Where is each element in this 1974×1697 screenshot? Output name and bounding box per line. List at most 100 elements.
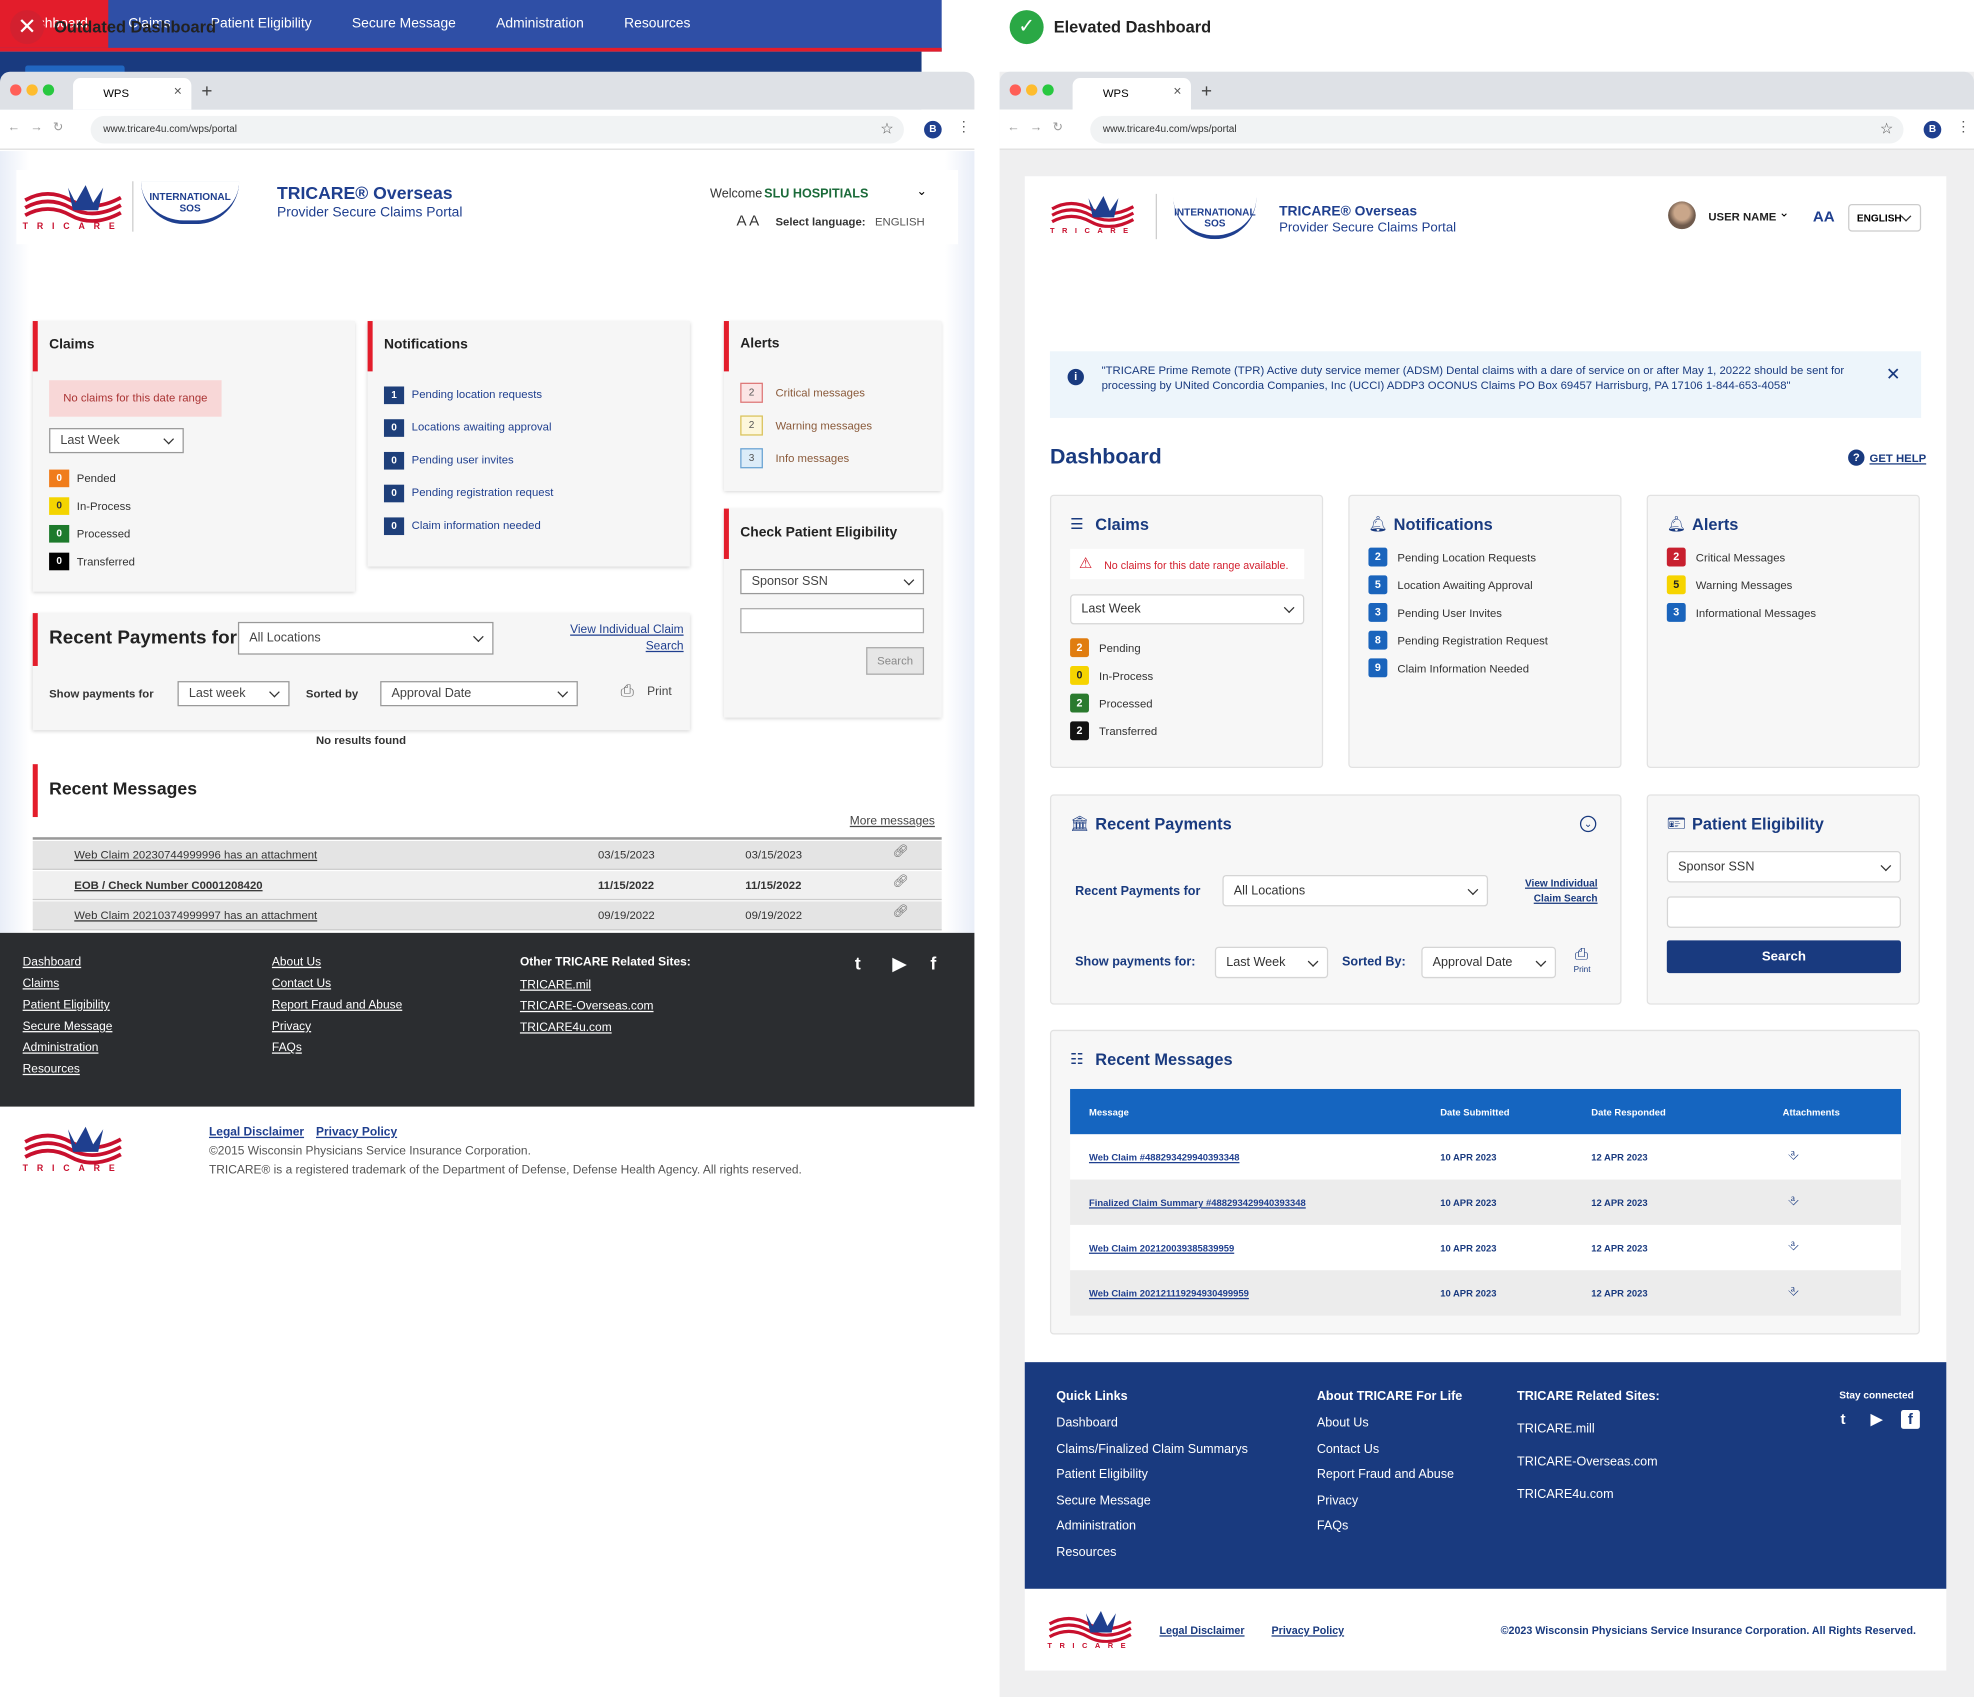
social-icon[interactable]: f	[930, 953, 937, 974]
dropdown[interactable]: Last Week	[49, 428, 184, 454]
alert-label[interactable]: Warning messages	[775, 419, 873, 432]
dropdown[interactable]: Sponsor SSN	[1666, 851, 1901, 883]
notification-label[interactable]: Pending Location Requests	[1397, 551, 1537, 565]
footer-link[interactable]: Claims	[22, 976, 60, 991]
legal-link[interactable]: Legal Disclaimer	[208, 1125, 305, 1140]
ssn-input[interactable]	[740, 608, 925, 634]
language-select[interactable]: ENGLISH	[1848, 203, 1922, 232]
card-icon: 🏛︎	[1070, 814, 1090, 833]
search-button[interactable]: Search	[866, 647, 925, 675]
alert-label[interactable]: Warning Messages	[1695, 579, 1793, 592]
language[interactable]: ENGLISH	[874, 215, 925, 228]
search-button[interactable]: Search	[1666, 940, 1901, 974]
footer-link[interactable]: Contact Us	[271, 976, 332, 991]
footer-link[interactable]: Report Fraud and Abuse	[271, 998, 403, 1013]
notification-label[interactable]: Pending user invites	[411, 453, 514, 466]
dropdown[interactable]: Last Week	[1070, 594, 1305, 625]
more-messages[interactable]: More messages	[849, 814, 935, 829]
message-link[interactable]: Web Claim 20230744999996 has an attachme…	[74, 848, 318, 862]
footer-link[interactable]: TRICARE.mill	[1517, 1422, 1595, 1437]
social-icon[interactable]: ▶	[1870, 1410, 1883, 1428]
nav-item[interactable]: Patient Eligibility	[210, 16, 312, 32]
footer-link[interactable]: Dashboard	[1056, 1416, 1118, 1431]
card-title: Claims	[1095, 514, 1149, 534]
alert-label[interactable]: Critical messages	[775, 386, 865, 400]
footer-link[interactable]: Dashboard	[22, 955, 82, 970]
notification-label[interactable]: Pending registration request	[411, 485, 554, 499]
user-name[interactable]: USER NAME	[1708, 210, 1777, 223]
print[interactable]: Print	[1573, 965, 1591, 975]
footer-link[interactable]: Report Fraud and Abuse	[1316, 1467, 1455, 1482]
footer-link[interactable]: Contact Us	[1316, 1442, 1380, 1456]
nav-item[interactable]: Resources	[624, 16, 691, 32]
banner-close[interactable]: ✕	[1885, 363, 1901, 384]
footer-link[interactable]: Resources	[1056, 1545, 1117, 1560]
footer-link[interactable]: Privacy	[271, 1019, 312, 1034]
notification-label[interactable]: Pending User Invites	[1397, 606, 1502, 620]
social-icon[interactable]: f	[1900, 1410, 1920, 1429]
message-link[interactable]: Finalized Claim Summary #488293429940393…	[1088, 1197, 1306, 1209]
notification-label[interactable]: Pending Registration Request	[1397, 634, 1548, 648]
message-link[interactable]: Web Claim 20210374999997 has an attachme…	[74, 908, 318, 922]
dropdown[interactable]: Approval Date	[1421, 946, 1557, 979]
footer-link[interactable]: TRICARE4u.com	[1517, 1488, 1614, 1502]
nav-item[interactable]: Administration	[496, 16, 584, 32]
dropdown[interactable]: All Locations	[237, 621, 494, 655]
footer-link[interactable]: Secure Message	[1056, 1493, 1151, 1508]
footer-link[interactable]: Administration	[22, 1041, 99, 1055]
footer-link[interactable]: About Us	[271, 955, 322, 970]
footer-link[interactable]: Resources	[22, 1062, 80, 1077]
footer-link[interactable]: About Us	[1316, 1416, 1369, 1431]
social-icon[interactable]: t	[854, 953, 861, 974]
browser-tab[interactable]: WPS ×	[1072, 78, 1191, 110]
footer-link[interactable]: TRICARE-Overseas.com	[519, 998, 654, 1013]
notification-label[interactable]: Pending location requests	[411, 387, 543, 401]
ssn-input[interactable]	[1666, 896, 1901, 928]
footer-link[interactable]: Secure Message	[22, 1019, 113, 1034]
get-help[interactable]: GET HELP	[1869, 451, 1927, 465]
legal-link[interactable]: Privacy Policy	[315, 1125, 398, 1140]
collapse-icon[interactable]: ⌄	[1579, 815, 1597, 833]
footer-link[interactable]: FAQs	[1316, 1519, 1349, 1534]
dropdown[interactable]: All Locations	[1222, 874, 1489, 907]
notification-label[interactable]: Locations awaiting approval	[411, 420, 552, 434]
legal-link[interactable]: Privacy Policy	[1271, 1624, 1345, 1637]
dropdown[interactable]: Sponsor SSN	[740, 569, 925, 595]
alert-label[interactable]: Info messages	[775, 451, 850, 465]
print[interactable]: Print	[647, 684, 672, 699]
alert-label[interactable]: Informational Messages	[1695, 606, 1817, 620]
claim-search-link[interactable]: View Individual Claim Search	[1524, 877, 1598, 904]
footer-link[interactable]: FAQs	[271, 1041, 302, 1055]
footer-link[interactable]: TRICARE4u.com	[519, 1020, 612, 1035]
notification-label[interactable]: Location Awaiting Approval	[1397, 579, 1533, 592]
footer-link[interactable]: TRICARE-Overseas.com	[1517, 1455, 1658, 1470]
legal-link[interactable]: Legal Disclaimer	[1159, 1624, 1245, 1637]
notification-label[interactable]: Claim Information Needed	[1397, 662, 1530, 675]
social-icon[interactable]: t	[1840, 1410, 1846, 1428]
nav-item[interactable]: Claims	[128, 16, 171, 32]
footer-link[interactable]: Privacy	[1316, 1493, 1359, 1508]
partner-logo: INTERNATIONAL SOS	[141, 181, 240, 225]
footer-link[interactable]: Administration	[1056, 1519, 1137, 1534]
alert-label[interactable]: Critical Messages	[1695, 551, 1786, 565]
message-link[interactable]: Web Claim 202120039385839959	[1088, 1242, 1235, 1254]
footer-link[interactable]: TRICARE.mil	[519, 977, 592, 992]
url-field[interactable]: www.tricare4u.com/wps/portal ☆	[90, 115, 904, 144]
dropdown[interactable]: Last Week	[1214, 946, 1329, 979]
url-field[interactable]: www.tricare4u.com/wps/portal ☆	[1090, 115, 1904, 144]
social-icon[interactable]: ▶	[892, 953, 907, 974]
nav-item[interactable]: Secure Message	[351, 16, 456, 32]
message-link[interactable]: Web Claim 202121119294930499959	[1088, 1287, 1249, 1300]
claim-search-link[interactable]: View Individual Claim Search	[570, 623, 684, 654]
message-link[interactable]: EOB / Check Number C0001208420	[74, 878, 263, 892]
footer-link[interactable]: Patient Eligibility	[1056, 1467, 1148, 1482]
font-size[interactable]: AA	[1812, 207, 1835, 226]
notification-label[interactable]: Claim information needed	[411, 518, 541, 532]
font-size[interactable]: AA	[736, 211, 762, 230]
footer-link[interactable]: Claims/Finalized Claim Summarys	[1056, 1442, 1248, 1456]
browser-tab[interactable]: WPS ×	[73, 78, 192, 110]
message-link[interactable]: Web Claim #488293429940393348	[1088, 1151, 1240, 1164]
dropdown[interactable]: Last week	[177, 681, 290, 707]
footer-link[interactable]: Patient Eligibility	[22, 998, 110, 1013]
dropdown[interactable]: Approval Date	[380, 681, 578, 707]
